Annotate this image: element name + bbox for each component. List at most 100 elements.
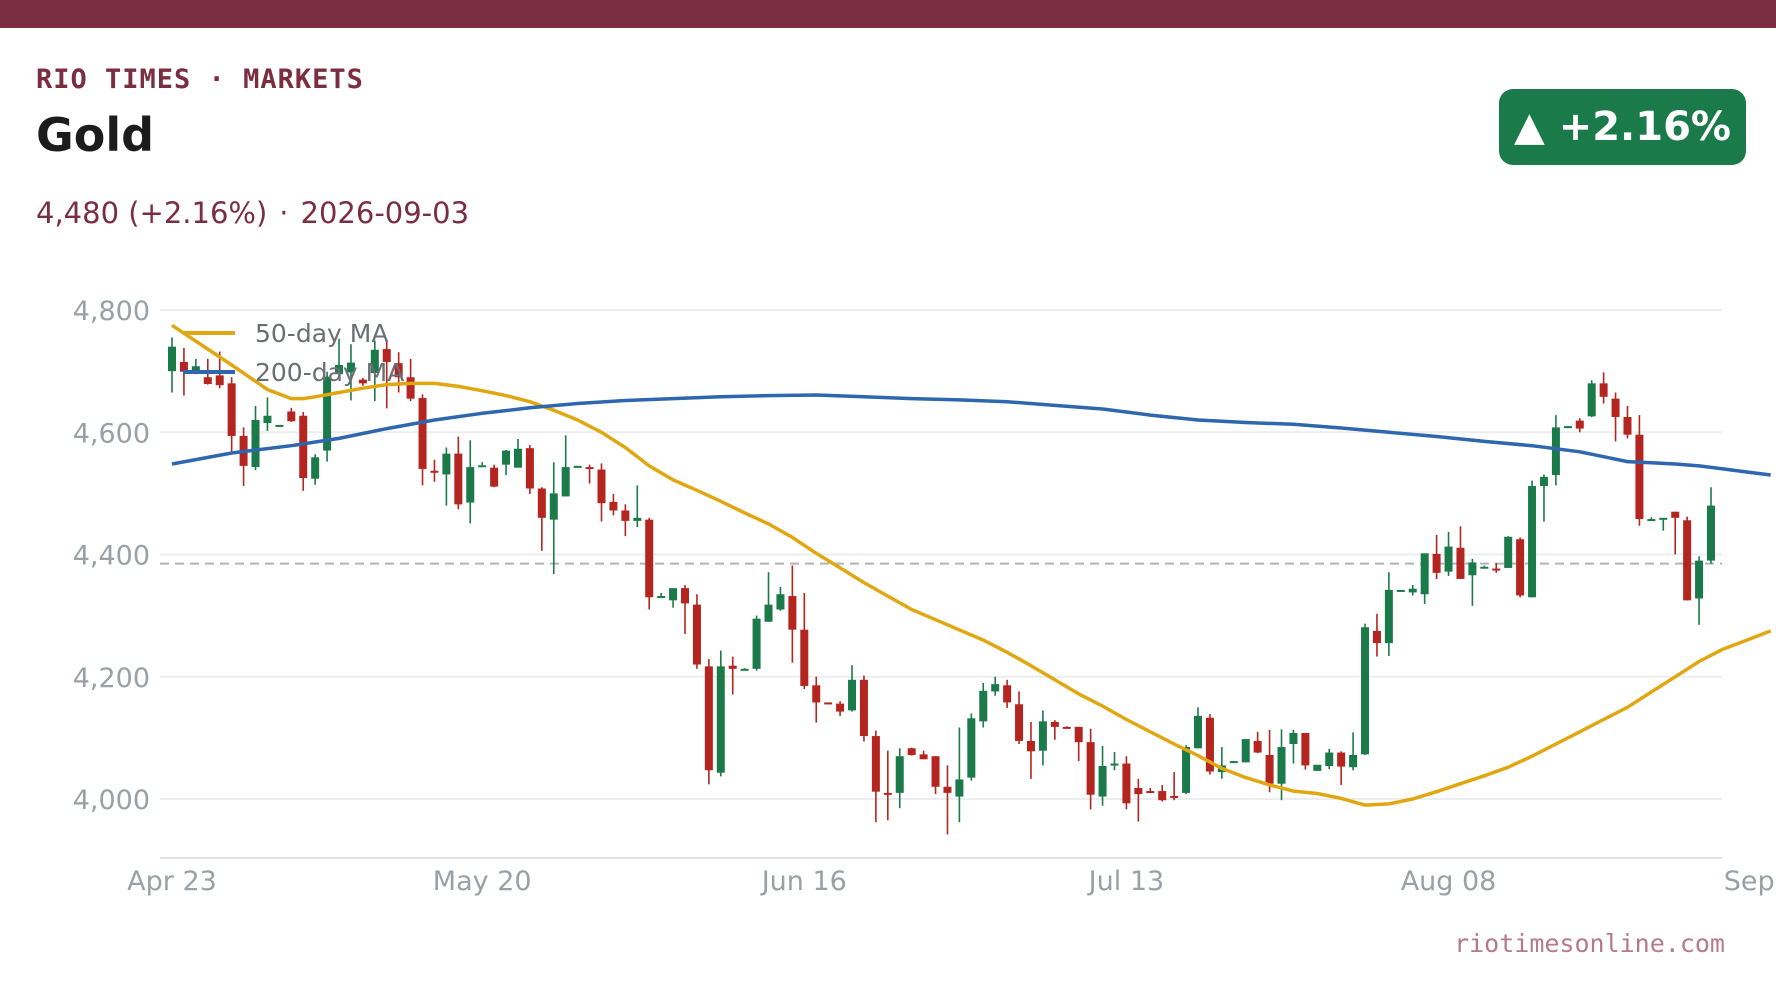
candle-up bbox=[1408, 585, 1417, 596]
candle-body bbox=[502, 450, 511, 465]
candle-up bbox=[1384, 572, 1393, 656]
x-tick-label: Apr 23 bbox=[127, 866, 217, 897]
candle-body bbox=[179, 361, 188, 372]
candle-down bbox=[728, 656, 737, 695]
candle-body bbox=[883, 792, 892, 795]
candle-body bbox=[1325, 752, 1334, 766]
x-tick-label: Aug 08 bbox=[1401, 866, 1497, 897]
candle-down bbox=[1623, 405, 1632, 439]
x-tick-label: Jun 16 bbox=[760, 866, 847, 897]
page-title: Gold bbox=[36, 108, 155, 162]
candle-body bbox=[466, 467, 475, 503]
candle-down bbox=[454, 436, 463, 510]
y-tick-label: 4,600 bbox=[73, 418, 150, 449]
candle-down bbox=[812, 676, 821, 723]
candle-body bbox=[1337, 752, 1346, 767]
y-tick-label: 4,200 bbox=[73, 663, 150, 694]
candle-down bbox=[1599, 372, 1608, 404]
candle-down bbox=[1050, 720, 1059, 740]
candle-body bbox=[871, 736, 880, 792]
candle-body bbox=[191, 366, 200, 371]
candle-body bbox=[752, 618, 761, 669]
candle-body bbox=[919, 754, 928, 760]
candle-up bbox=[633, 485, 642, 527]
candle-up bbox=[1098, 745, 1107, 806]
candle-body bbox=[991, 684, 1000, 692]
candle-body bbox=[549, 493, 558, 520]
candle-body bbox=[1110, 763, 1119, 766]
candle-down bbox=[871, 730, 880, 823]
candle-up bbox=[955, 727, 964, 823]
x-tick-label: Sep 03 bbox=[1724, 866, 1776, 897]
candle-down bbox=[1146, 787, 1155, 794]
candle-body bbox=[513, 448, 522, 468]
candle-up bbox=[251, 405, 260, 471]
candle-up bbox=[848, 665, 857, 712]
candle-body bbox=[215, 375, 224, 386]
price-subline: 4,480 (+2.16%) · 2026-09-03 bbox=[36, 196, 469, 230]
ma50-line bbox=[171, 323, 1772, 807]
candle-body bbox=[454, 453, 463, 505]
candle-up bbox=[549, 462, 558, 575]
candle-body bbox=[1587, 383, 1596, 417]
candle-body bbox=[1372, 630, 1381, 644]
candle-up bbox=[275, 424, 284, 427]
candle-body bbox=[1683, 520, 1692, 601]
candle-down bbox=[418, 394, 427, 486]
candle-down bbox=[1074, 726, 1083, 762]
candle-body bbox=[955, 779, 964, 797]
candle-up bbox=[335, 338, 344, 378]
candle-up bbox=[1695, 556, 1704, 625]
candle-body bbox=[788, 596, 797, 630]
candle-down bbox=[1170, 772, 1179, 801]
candle-body bbox=[716, 666, 725, 773]
candle-body bbox=[442, 453, 451, 475]
candle-down bbox=[1372, 613, 1381, 657]
ma200-line bbox=[171, 393, 1771, 477]
candle-up bbox=[1361, 623, 1370, 755]
y-tick-label: 4,000 bbox=[73, 785, 150, 816]
candle-body bbox=[824, 702, 833, 705]
candle-body bbox=[1182, 747, 1191, 793]
candle-body bbox=[1647, 519, 1656, 522]
candle-body bbox=[1516, 539, 1525, 596]
candle-body bbox=[609, 501, 618, 511]
candle-body bbox=[1599, 383, 1608, 397]
candle-up bbox=[1504, 536, 1513, 568]
candle-body bbox=[406, 377, 415, 399]
candle-up bbox=[764, 572, 773, 622]
candle-down bbox=[406, 358, 415, 402]
candle-body bbox=[1492, 568, 1501, 571]
candle-body bbox=[1313, 764, 1322, 771]
candle-down bbox=[1062, 726, 1071, 729]
candle-body bbox=[633, 517, 642, 521]
candle-body bbox=[1671, 511, 1680, 518]
candle-body bbox=[1015, 704, 1024, 741]
candle-down bbox=[1432, 534, 1441, 579]
candle-body bbox=[1194, 715, 1202, 749]
candle-body bbox=[585, 467, 594, 470]
candle-body bbox=[1361, 627, 1370, 755]
candle-body bbox=[812, 685, 821, 703]
change-badge: ▲ +2.16% bbox=[1499, 89, 1746, 165]
candle-body bbox=[1301, 732, 1310, 766]
candle-up bbox=[1396, 589, 1405, 592]
candle-body bbox=[573, 465, 582, 468]
candle-body bbox=[1349, 754, 1358, 768]
candle-down bbox=[943, 765, 952, 835]
candle-body bbox=[1062, 726, 1071, 729]
moving-average-layer bbox=[171, 323, 1772, 807]
candle-up bbox=[323, 371, 332, 462]
candle-body bbox=[537, 488, 546, 518]
candle-down bbox=[1683, 516, 1692, 601]
candle-body bbox=[418, 398, 427, 469]
candle-up bbox=[752, 615, 761, 671]
candle-body bbox=[251, 420, 260, 468]
axis-layer: 4,000 4,200 4,400 4,600 4,800 Apr 23 May 20 Jun… bbox=[73, 296, 1776, 897]
candle-down bbox=[597, 463, 606, 522]
candle-body bbox=[1265, 754, 1274, 784]
candle-body bbox=[692, 604, 701, 665]
candle-down bbox=[1516, 537, 1525, 598]
candle-body bbox=[1396, 589, 1405, 592]
candle-body bbox=[263, 415, 272, 424]
